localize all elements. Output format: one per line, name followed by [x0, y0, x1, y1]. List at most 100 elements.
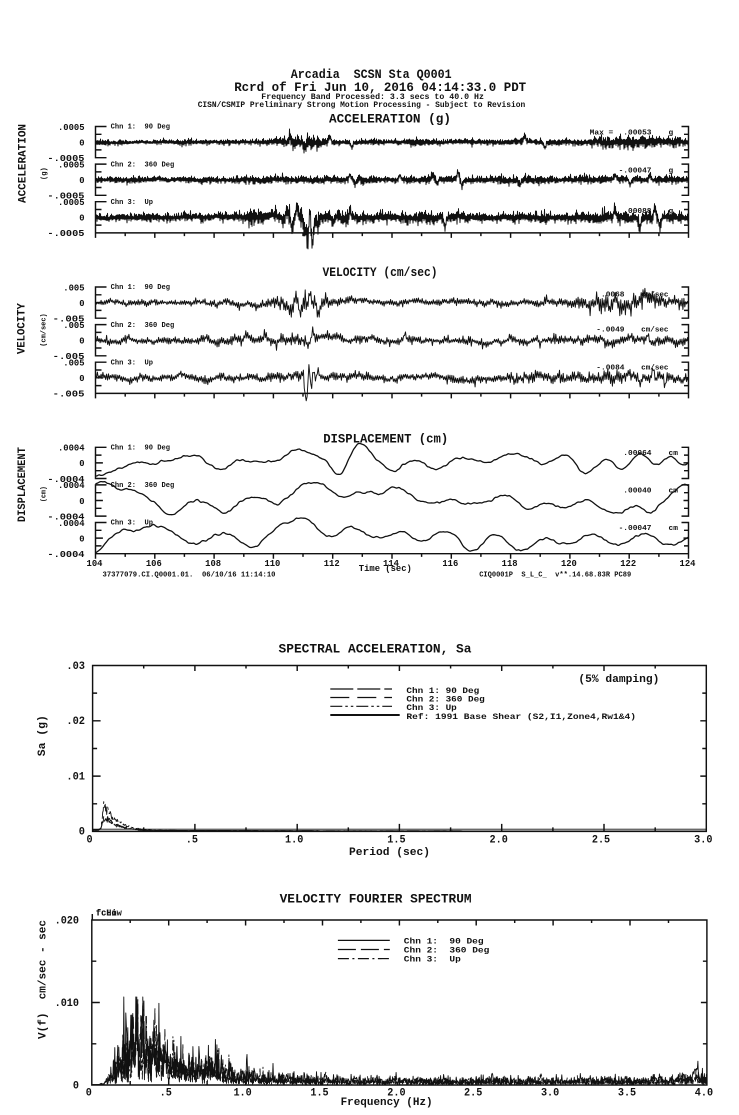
svg-text:-.0084: -.0084: [596, 365, 625, 373]
svg-text:108: 108: [205, 558, 221, 569]
svg-text:1.0: 1.0: [233, 1088, 251, 1100]
svg-text:-.0004: -.0004: [47, 474, 84, 485]
svg-text:0: 0: [79, 827, 85, 839]
svg-text:0: 0: [79, 137, 85, 148]
svg-text:SPECTRAL ACCELERATION, Sa: SPECTRAL ACCELERATION, Sa: [279, 642, 472, 657]
svg-text:118: 118: [502, 558, 518, 569]
svg-text:0: 0: [73, 1080, 79, 1092]
svg-text:fcHi: fcHi: [96, 908, 117, 919]
svg-text:.0005: .0005: [58, 122, 85, 133]
svg-text:1.5: 1.5: [310, 1088, 329, 1100]
svg-text:0: 0: [79, 373, 85, 384]
svg-text:-.00047: -.00047: [619, 525, 652, 533]
svg-text:.020: .020: [55, 915, 79, 927]
svg-text:ACCELERATION: ACCELERATION: [18, 124, 30, 203]
svg-text:-.0049: -.0049: [596, 326, 625, 334]
svg-text:0: 0: [79, 175, 85, 186]
svg-text:DISPLACEMENT: DISPLACEMENT: [17, 447, 29, 522]
svg-text:.010: .010: [55, 998, 79, 1010]
svg-text:2.5: 2.5: [464, 1088, 483, 1100]
svg-text:-.0004: -.0004: [47, 511, 84, 522]
svg-text:Chn 3: Up: Chn 3: Up: [111, 520, 154, 528]
svg-text:Ref: 1991 Base Shear (S2,I1,Zo: Ref: 1991 Base Shear (S2,I1,Zone4,Rw1&4): [406, 712, 636, 722]
svg-text:cm/sec: cm/sec: [641, 365, 669, 373]
svg-text:g: g: [669, 168, 674, 176]
svg-text:-.0004: -.0004: [47, 549, 84, 560]
svg-text:Chn 2: 360 Deg: Chn 2: 360 Deg: [111, 322, 175, 330]
svg-text:Chn 2: 360 Deg: Chn 2: 360 Deg: [404, 946, 490, 956]
svg-text:CISN/CSMIP Preliminary Strong: CISN/CSMIP Preliminary Strong Motion Pro…: [198, 101, 526, 110]
svg-text:124: 124: [680, 558, 696, 569]
svg-text:Chn 2: 360 Deg: Chn 2: 360 Deg: [406, 694, 484, 704]
svg-text:.00053: .00053: [623, 130, 652, 138]
svg-text:ACCELERATION (g): ACCELERATION (g): [329, 111, 451, 126]
svg-text:Time (sec): Time (sec): [359, 563, 412, 574]
svg-text:1.5: 1.5: [387, 834, 406, 846]
svg-text:3.0: 3.0: [694, 834, 712, 846]
svg-text:122: 122: [620, 558, 636, 569]
svg-text:Sa (g): Sa (g): [37, 715, 49, 756]
svg-text:.03: .03: [66, 661, 85, 673]
svg-text:-.0005: -.0005: [47, 191, 84, 202]
svg-text:.0004: .0004: [58, 480, 85, 491]
svg-text:-.0005: -.0005: [47, 153, 84, 164]
svg-text:37377079.CI.Q0001.01. 06/10/1: 37377079.CI.Q0001.01. 06/10/16 11:14:10: [103, 572, 276, 580]
svg-text:-.005: -.005: [53, 314, 85, 325]
svg-text:106: 106: [146, 558, 162, 569]
svg-text:VELOCITY (cm/sec): VELOCITY (cm/sec): [323, 265, 438, 280]
svg-text:g: g: [669, 130, 674, 138]
svg-text:Chn 1: 90 Deg: Chn 1: 90 Deg: [404, 937, 484, 947]
svg-text:(g): (g): [41, 167, 49, 180]
svg-text:VELOCITY FOURIER SPECTRUM: VELOCITY FOURIER SPECTRUM: [280, 892, 472, 907]
svg-text:Max =: Max =: [590, 130, 614, 138]
svg-text:Frequency Band Processed: 3.3: Frequency Band Processed: 3.3 secs to 40…: [261, 93, 484, 102]
svg-text:-.005: -.005: [53, 389, 85, 400]
svg-text:V(f) cm/sec - sec: V(f) cm/sec - sec: [38, 920, 50, 1039]
svg-text:Chn 1: 90 Deg: Chn 1: 90 Deg: [111, 445, 171, 453]
svg-text:0: 0: [79, 213, 85, 224]
svg-text:Rcrd of Fri Jun 10, 2016 04:14: Rcrd of Fri Jun 10, 2016 04:14:33.0 PDT: [234, 81, 526, 95]
svg-text:2.0: 2.0: [387, 1088, 405, 1100]
svg-text:.0005: .0005: [58, 197, 85, 208]
svg-text:Chn 1: 90 Deg: Chn 1: 90 Deg: [406, 686, 479, 696]
svg-text:Chn 1: 90 Deg: Chn 1: 90 Deg: [111, 124, 171, 132]
svg-text:Period (sec): Period (sec): [349, 847, 430, 859]
svg-text:4.0: 4.0: [695, 1088, 713, 1100]
svg-text:(cm): (cm): [41, 486, 49, 502]
svg-text:114: 114: [383, 558, 399, 569]
svg-text:.00040: .00040: [623, 488, 652, 496]
svg-text:1.0: 1.0: [285, 834, 303, 846]
svg-text:-.0005: -.0005: [47, 228, 84, 239]
svg-text:-.00047: -.00047: [619, 168, 652, 176]
svg-text:110: 110: [264, 558, 280, 569]
svg-text:VELOCITY: VELOCITY: [17, 303, 29, 354]
svg-text:0: 0: [86, 1088, 92, 1100]
svg-text:Frequency (Hz): Frequency (Hz): [341, 1097, 433, 1109]
svg-text:0: 0: [79, 458, 85, 469]
svg-text:-.005: -.005: [53, 351, 85, 362]
svg-text:Chn 2: 360 Deg: Chn 2: 360 Deg: [111, 161, 175, 169]
svg-text:0: 0: [79, 496, 85, 507]
svg-text:Chn 1: 90 Deg: Chn 1: 90 Deg: [111, 284, 171, 292]
svg-text:Chn 2: 360 Deg: Chn 2: 360 Deg: [111, 482, 175, 490]
svg-text:Chn 3: Up: Chn 3: Up: [111, 359, 154, 367]
svg-text:Chn 3: Up: Chn 3: Up: [406, 703, 456, 713]
svg-text:DISPLACEMENT (cm): DISPLACEMENT (cm): [323, 431, 448, 446]
svg-text:.5: .5: [160, 1088, 173, 1100]
svg-text:fcLow: fcLow: [96, 908, 122, 919]
svg-text:cm: cm: [669, 450, 679, 458]
svg-text:2.5: 2.5: [592, 834, 611, 846]
svg-text:(5% damping): (5% damping): [578, 674, 659, 686]
svg-text:112: 112: [324, 558, 340, 569]
svg-text:.0004: .0004: [58, 518, 85, 529]
svg-text:0: 0: [79, 298, 85, 309]
svg-text:3.5: 3.5: [618, 1088, 637, 1100]
svg-text:.02: .02: [66, 716, 85, 728]
svg-text:cm/sec: cm/sec: [641, 326, 669, 334]
svg-text:0: 0: [87, 834, 93, 846]
svg-text:(cm/sec): (cm/sec): [41, 313, 49, 347]
svg-text:CIQ0001P S_L_C_ v**.14.68.83: CIQ0001P S_L_C_ v**.14.68.83R PC89: [479, 572, 631, 580]
svg-text:104: 104: [87, 558, 103, 569]
svg-text:.005: .005: [63, 358, 84, 369]
svg-text:0: 0: [79, 336, 85, 347]
